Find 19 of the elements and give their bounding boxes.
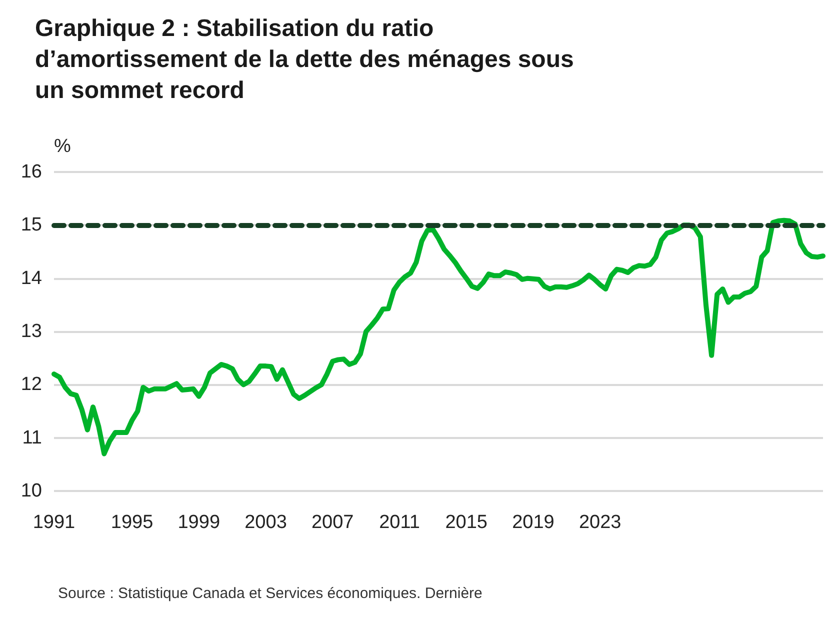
x-tick-label: 2011 — [379, 512, 420, 533]
chart-title: Graphique 2 : Stabilisation du ratio d’amortissement de la dette des ménages sous un sommet record — [35, 15, 574, 104]
y-tick-label: 14 — [20, 268, 42, 289]
x-tick-label: 1999 — [178, 512, 220, 533]
x-tick-label: 1995 — [110, 512, 154, 533]
y-tick-label: 10 — [20, 480, 42, 502]
x-tick-label: 2007 — [311, 512, 354, 533]
y-tick-label: 12 — [20, 374, 42, 396]
x-tick-label: 2019 — [512, 512, 554, 533]
y-tick-label: 13 — [20, 321, 42, 342]
y-tick-label: 11 — [22, 427, 42, 448]
x-tick-label: 2003 — [244, 512, 287, 533]
x-tick-label: 2023 — [578, 512, 622, 533]
x-tick-label: 2015 — [445, 512, 488, 533]
y-tick-label: 15 — [20, 214, 42, 236]
source-note: Source : Statistique Canada et Services économiques. Dernière — [58, 585, 482, 602]
x-tick-label: 1991 — [32, 512, 76, 533]
y-tick-label: 16 — [20, 162, 42, 182]
y-axis-title: % — [54, 136, 71, 157]
